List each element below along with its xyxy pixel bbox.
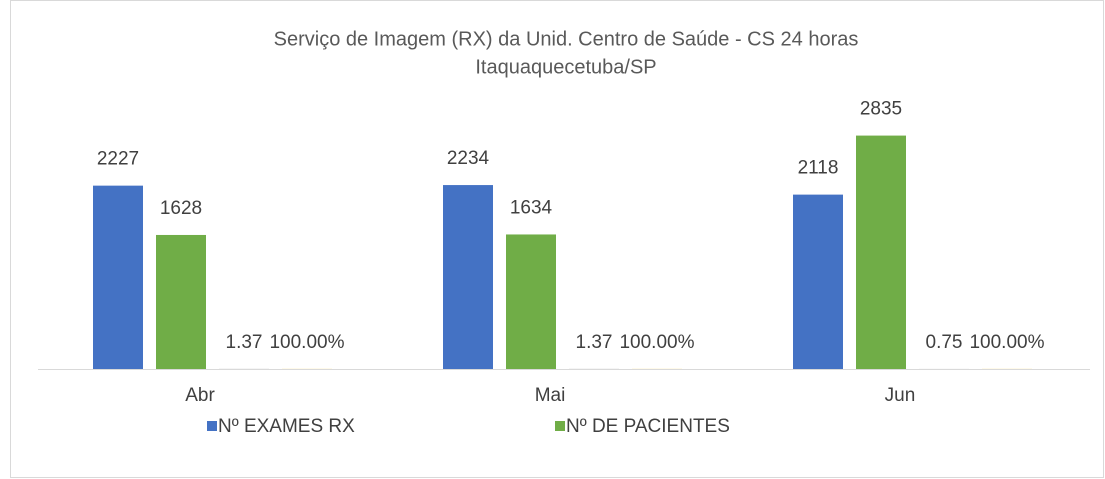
- bar: [506, 234, 556, 369]
- data-label: 0.75: [926, 332, 963, 353]
- chart-title: Serviço de Imagem (RX) da Unid. Centro d…: [274, 28, 859, 50]
- legend-swatch: [207, 421, 217, 431]
- bar: [793, 194, 843, 369]
- data-label: 100.00%: [969, 332, 1044, 353]
- legend-label: Nº EXAMES RX: [218, 416, 355, 437]
- bar: [443, 185, 493, 369]
- legend-swatch: [555, 421, 565, 431]
- data-label: 1628: [160, 198, 202, 219]
- data-label: 100.00%: [619, 332, 694, 353]
- x-tick-label: Mai: [535, 385, 566, 406]
- data-label: 1.37: [226, 332, 263, 353]
- data-label: 2118: [798, 158, 839, 179]
- bar: [93, 185, 143, 369]
- data-label: 2234: [447, 148, 490, 169]
- bar: [156, 234, 206, 369]
- data-label: 2835: [860, 99, 902, 120]
- chart-subtitle: Itaquaquecetuba/SP: [475, 56, 656, 78]
- x-tick-label: Abr: [185, 385, 215, 406]
- data-label: 1.37: [576, 332, 613, 353]
- data-label: 2227: [97, 149, 139, 170]
- legend-label: Nº DE PACIENTES: [566, 416, 730, 437]
- x-tick-label: Jun: [885, 385, 916, 406]
- chart-frame: [10, 0, 1104, 478]
- data-label: 1634: [510, 197, 553, 218]
- data-label: 100.00%: [269, 332, 344, 353]
- bar: [856, 135, 906, 369]
